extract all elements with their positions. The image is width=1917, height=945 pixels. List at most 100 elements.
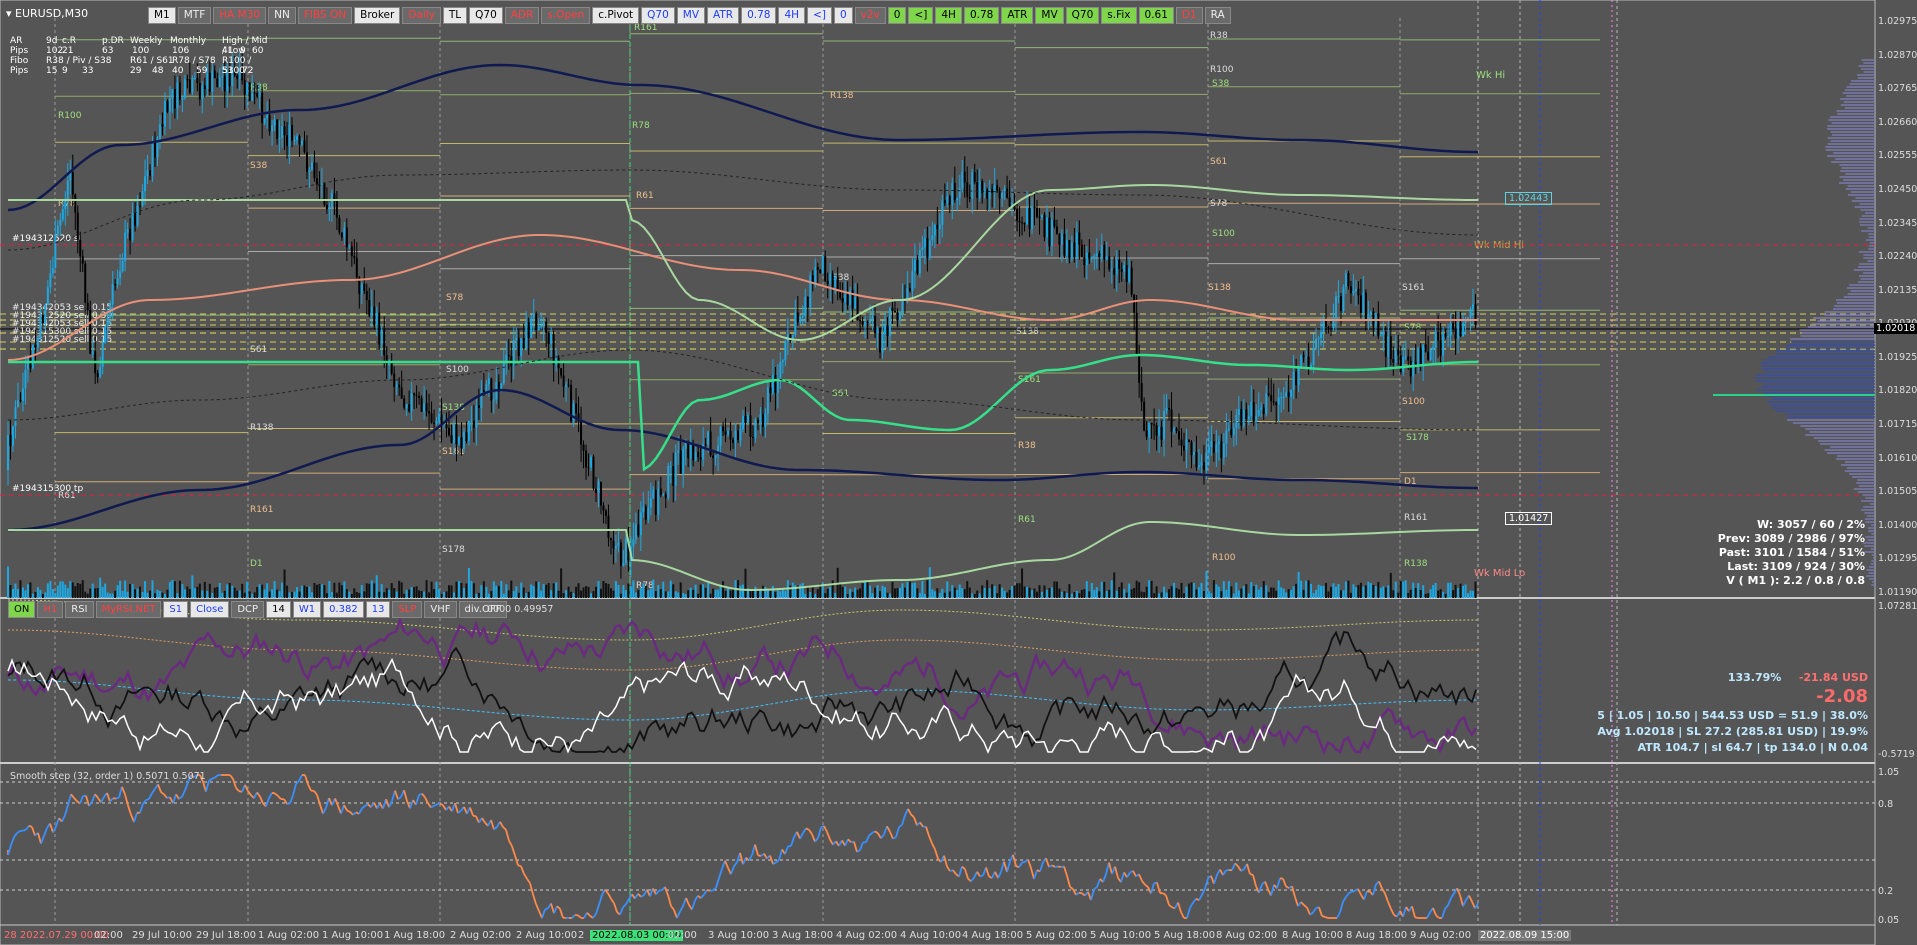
toolbar-button-19[interactable]: v2v <box>854 7 886 24</box>
rsi-button-11[interactable]: SLP <box>392 601 423 618</box>
toolbar-button-7[interactable]: TL <box>442 7 468 24</box>
volume-bar <box>206 590 209 598</box>
rsi-button-2[interactable]: RSI <box>65 601 94 618</box>
rsi-button-13[interactable]: div.OFF <box>458 601 508 618</box>
toolbar-button-14[interactable]: ATR <box>707 7 740 24</box>
toolbar-button-17[interactable]: <] <box>807 7 832 24</box>
toolbar-button-22[interactable]: 4H <box>935 7 962 24</box>
toolbar-button-4[interactable]: FIBS ON <box>297 7 353 24</box>
candle-body <box>991 188 994 193</box>
step-line <box>508 840 513 847</box>
toolbar-button-1[interactable]: MTF <box>177 7 212 24</box>
toolbar-button-13[interactable]: MV <box>676 7 706 24</box>
volume-bar <box>1063 591 1066 598</box>
step-line <box>85 795 90 807</box>
rsi-button-5[interactable]: Close <box>190 601 230 618</box>
candle-body <box>592 456 595 489</box>
toolbar-button-16[interactable]: 4H <box>778 7 806 24</box>
candle-body <box>1389 336 1392 360</box>
toolbar-button-9[interactable]: ADR <box>504 7 540 24</box>
candle-body <box>335 200 338 218</box>
volume-bar <box>724 590 727 598</box>
rsi-button-9[interactable]: 0.382 <box>323 601 364 618</box>
step-line <box>1474 902 1479 909</box>
volume-bar <box>81 580 84 598</box>
step-line <box>700 894 705 899</box>
toolbar-button-25[interactable]: MV <box>1035 7 1064 24</box>
candle-body <box>34 344 37 348</box>
candle-body <box>298 136 301 145</box>
candle-body <box>624 538 627 564</box>
candle-body <box>1128 267 1131 283</box>
toolbar-button-2[interactable]: HA M30 <box>213 7 267 24</box>
toolbar-button-15[interactable]: 0.78 <box>741 7 777 24</box>
volume-bar <box>161 592 164 598</box>
rsi-button-0[interactable]: ON <box>8 601 36 618</box>
toolbar-button-23[interactable]: 0.78 <box>963 7 1000 24</box>
volume-bar <box>1432 585 1435 598</box>
toolbar-button-10[interactable]: s.Open <box>541 7 591 24</box>
toolbar-button-30[interactable]: RA <box>1204 7 1231 24</box>
toolbar-button-12[interactable]: Q70 <box>641 7 675 24</box>
rsi-button-10[interactable]: 13 <box>365 601 391 618</box>
rsi-button-3[interactable]: MyRSI.NET <box>95 601 162 618</box>
toolbar-button-0[interactable]: M1 <box>148 7 176 24</box>
step-line <box>1027 859 1032 869</box>
rsi-button-7[interactable]: 14 <box>266 601 291 618</box>
step-line <box>109 797 114 803</box>
candle-body <box>166 101 169 112</box>
candle-body <box>597 481 600 494</box>
volume-bar <box>1245 584 1248 598</box>
toolbar-button-20[interactable]: 0 <box>887 7 907 24</box>
volume-bar <box>266 583 269 598</box>
volume-bar <box>565 590 568 598</box>
candle-body <box>567 384 570 386</box>
toolbar-button-3[interactable]: NN <box>268 7 296 24</box>
candle-body <box>430 413 433 423</box>
toolbar-button-11[interactable]: c.Pivot <box>592 7 640 24</box>
volume-bar <box>1327 591 1330 598</box>
step-line <box>559 908 564 919</box>
adr-cell: Fibo <box>10 56 29 66</box>
toolbar-button-8[interactable]: Q70 <box>469 7 503 24</box>
toolbar-button-26[interactable]: Q70 <box>1065 7 1100 24</box>
volume-bar <box>1232 593 1235 598</box>
volume-bar <box>751 588 754 598</box>
candle-body <box>609 537 612 541</box>
toolbar-button-18[interactable]: 0 <box>833 7 853 24</box>
rsi-button-12[interactable]: VHF <box>424 601 457 618</box>
step-line <box>37 832 42 844</box>
step-line <box>985 867 990 877</box>
candle-body <box>151 142 154 176</box>
fib-label: S100 <box>1402 397 1425 407</box>
toolbar-button-24[interactable]: ATR <box>1001 7 1034 24</box>
toolbar-button-27[interactable]: s.Fix <box>1101 7 1137 24</box>
candle-body <box>46 287 49 306</box>
step-line <box>505 829 510 841</box>
rsi-value: 0000 0.49957 <box>487 604 554 615</box>
volume-bar <box>627 583 630 598</box>
volume-bar <box>495 585 498 598</box>
toolbar-button-6[interactable]: Daily <box>402 7 441 24</box>
candle-body <box>1265 393 1268 415</box>
volume-bar <box>1115 590 1118 598</box>
candle-body <box>968 197 971 199</box>
toolbar-button-28[interactable]: 0.61 <box>1138 7 1174 24</box>
volume-bar <box>1058 588 1061 598</box>
toolbar-button-5[interactable]: Broker <box>354 7 401 24</box>
step-line <box>403 789 408 802</box>
candle-body <box>119 271 122 279</box>
rsi-button-4[interactable]: S1 <box>163 601 189 618</box>
rsi-button-6[interactable]: DCP <box>231 601 265 618</box>
rsi-button-8[interactable]: W1 <box>292 601 322 618</box>
rsi-button-1[interactable]: H1 <box>37 601 64 618</box>
volume-bar <box>378 591 381 598</box>
volume-bar <box>198 583 201 598</box>
candle-body <box>769 387 772 394</box>
toolbar-button-29[interactable]: D1 <box>1175 7 1203 24</box>
candle-body <box>390 362 393 374</box>
toolbar-button-21[interactable]: <] <box>908 7 934 24</box>
candle-body <box>403 398 406 408</box>
volume-bar <box>345 589 348 598</box>
